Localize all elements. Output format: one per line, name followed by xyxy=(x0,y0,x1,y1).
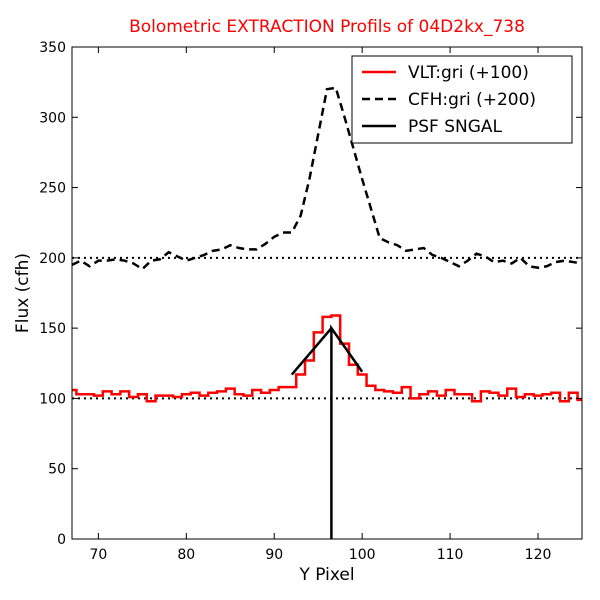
x-tick-label: 80 xyxy=(177,547,195,563)
series-line-cfh-gri-200 xyxy=(72,86,582,271)
chart-title: Bolometric EXTRACTION Profils of 04D2kx_… xyxy=(129,17,525,37)
series-line-psf-sngal xyxy=(290,324,364,539)
x-tick-label: 100 xyxy=(349,547,376,563)
legend-label-psf-sngal: PSF SNGAL xyxy=(408,117,503,137)
y-tick-label: 100 xyxy=(39,391,66,407)
legend-label-cfh-gri-200: CFH:gri (+200) xyxy=(408,90,536,110)
legend-label-vlt-gri-100: VLT:gri (+100) xyxy=(408,63,529,83)
plot-area: 70 80 90 100 110 120 0 50 100 150 200 250 300 350 xyxy=(39,40,583,563)
y-tick-label: 350 xyxy=(39,40,66,56)
plot-frame xyxy=(71,46,583,540)
x-tick-label: 110 xyxy=(437,547,464,563)
y-tick-label: 200 xyxy=(39,251,66,267)
x-tick-label: 90 xyxy=(265,547,283,563)
legend: VLT:gri (+100) CFH:gri (+200) PSF SNGAL xyxy=(351,55,573,144)
x-tick-label: 70 xyxy=(89,547,107,563)
y-tick-label: 300 xyxy=(39,110,66,126)
y-tick-label: 250 xyxy=(39,181,66,197)
y-axis-label: Flux (cfh) xyxy=(13,253,33,333)
series-line-vlt-gri-100 xyxy=(72,314,582,403)
x-axis-label: Y Pixel xyxy=(298,565,354,585)
x-tick-label: 120 xyxy=(525,547,552,563)
y-tick-label: 150 xyxy=(39,321,66,337)
series-group xyxy=(72,86,582,539)
y-tick-label: 50 xyxy=(48,462,66,478)
y-tick-label: 0 xyxy=(57,532,66,548)
